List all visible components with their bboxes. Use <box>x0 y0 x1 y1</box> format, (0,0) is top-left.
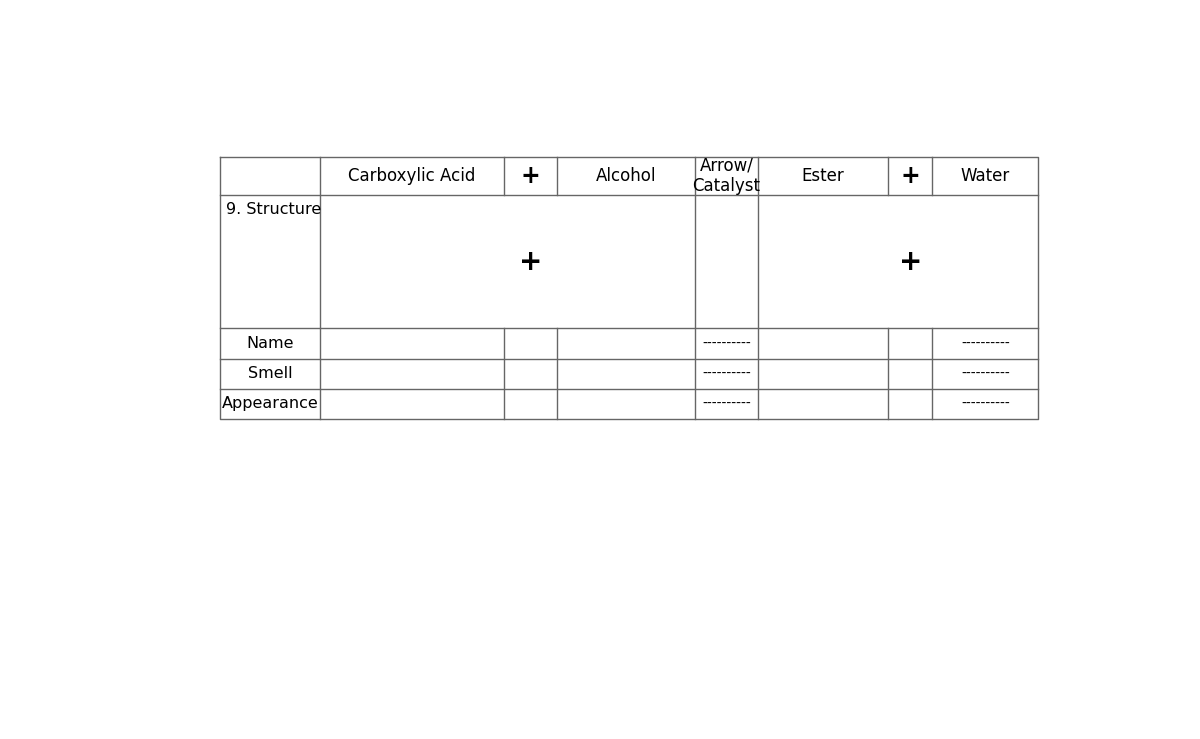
Text: Appearance: Appearance <box>222 396 318 411</box>
Text: 9. Structure: 9. Structure <box>227 202 322 217</box>
Text: Arrow/
Catalyst: Arrow/ Catalyst <box>692 157 761 195</box>
Text: Smell: Smell <box>247 366 293 381</box>
Text: ----------: ---------- <box>702 367 751 381</box>
Text: +: + <box>518 248 542 276</box>
Text: Carboxylic Acid: Carboxylic Acid <box>348 167 475 185</box>
Text: +: + <box>521 164 540 188</box>
Text: Water: Water <box>961 167 1010 185</box>
Text: ----------: ---------- <box>702 336 751 350</box>
Text: ----------: ---------- <box>961 397 1009 411</box>
Text: ----------: ---------- <box>702 397 751 411</box>
Text: +: + <box>899 248 922 276</box>
Text: Ester: Ester <box>802 167 845 185</box>
Text: Name: Name <box>246 336 294 351</box>
Text: ----------: ---------- <box>961 336 1009 350</box>
Text: ----------: ---------- <box>961 367 1009 381</box>
Text: Alcohol: Alcohol <box>596 167 656 185</box>
Text: +: + <box>900 164 920 188</box>
